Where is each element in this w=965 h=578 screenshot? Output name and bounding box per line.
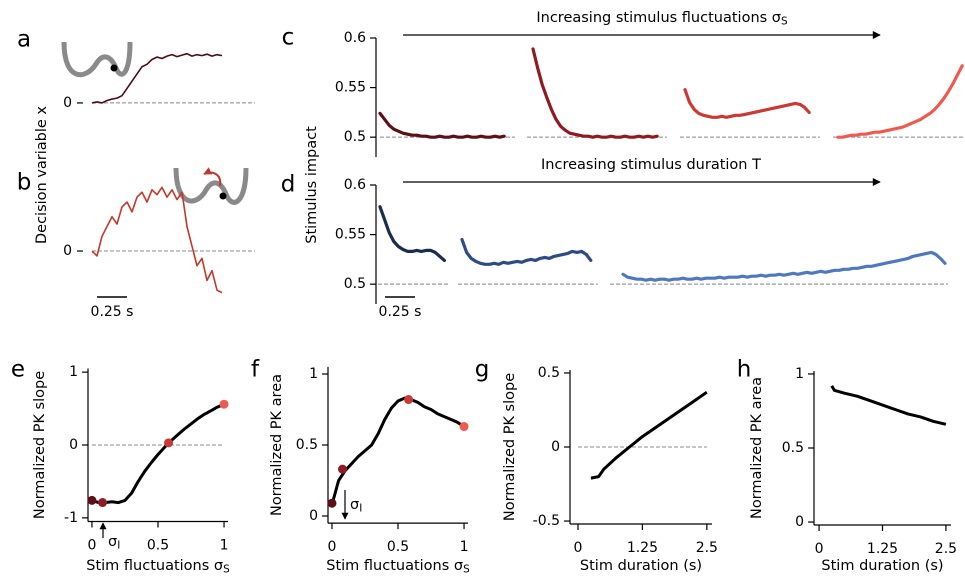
- x-tick-label: 0: [574, 540, 583, 556]
- curve: [590, 390, 708, 480]
- y-tick-label: 0.5: [782, 440, 804, 456]
- y-tick-label: -1: [64, 510, 78, 526]
- panel-letter: c: [282, 25, 295, 51]
- y-axis-label: Decision variable x: [34, 106, 50, 244]
- x-axis-label: Stim duration (s): [821, 558, 943, 574]
- condition-dot: [338, 464, 348, 474]
- panel-letter: g: [475, 357, 490, 383]
- y-tick-label: 0: [69, 437, 78, 453]
- annotation-text: σ: [350, 497, 359, 513]
- arrow-label-sub: S: [781, 16, 788, 28]
- y-tick-label: 0: [551, 439, 560, 455]
- x-axis-label-sub: S: [463, 564, 470, 576]
- x-tick-label: 0.5: [147, 538, 169, 554]
- annotation-sub: I: [359, 503, 362, 515]
- impact-curve: [683, 88, 811, 119]
- curve: [830, 385, 947, 426]
- y-axis-label-text: Normalized PK slope: [502, 373, 518, 521]
- x-axis-label-text: Stim duration (s): [821, 558, 943, 574]
- x-tick-label: 0: [328, 539, 337, 555]
- curve: [330, 396, 465, 505]
- y-axis-label: Normalized PK slope: [502, 373, 518, 521]
- x-axis-label: Stim fluctuations σS: [326, 558, 470, 576]
- y-tick-label: 0.6: [344, 30, 366, 46]
- y-tick-label: 1: [69, 364, 78, 380]
- arrow-label-text: Increasing stimulus duration T: [541, 157, 761, 173]
- y-tick-label: -0.5: [533, 513, 560, 529]
- y-axis-label: Normalized PK area: [749, 377, 765, 519]
- condition-dot: [459, 422, 469, 432]
- trace: [91, 186, 223, 294]
- annotation: σI: [108, 534, 120, 552]
- y-tick-label: 0.55: [335, 227, 366, 243]
- y-axis-label: Stimulus impact: [304, 126, 320, 244]
- y-axis-label-text: Decision variable x: [34, 106, 50, 244]
- condition-dot: [87, 495, 97, 505]
- condition-dot: [219, 399, 229, 409]
- scale-bar-label: 0.25 s: [379, 304, 422, 320]
- panel-letter: d: [281, 172, 296, 198]
- y-tick-label: 0: [63, 243, 72, 259]
- impact-curve: [378, 205, 446, 262]
- impact-curve: [460, 237, 593, 266]
- x-axis-label: Stim duration (s): [580, 558, 702, 574]
- y-axis-label: Normalized PK slope: [32, 371, 48, 519]
- arrow-label-text: Increasing stimulus fluctuations σ: [536, 10, 781, 26]
- panel-letter: b: [17, 170, 32, 196]
- impact-curve: [378, 111, 506, 139]
- y-axis-label-text: Normalized PK slope: [32, 371, 48, 519]
- y-tick-label: 0.55: [335, 80, 366, 96]
- trace: [91, 52, 223, 104]
- x-tick-label: 1: [460, 539, 469, 555]
- impact-curve: [836, 64, 964, 139]
- impact-curve: [531, 47, 659, 139]
- y-axis-label-text: Stimulus impact: [304, 126, 320, 244]
- panel-letter: e: [11, 357, 25, 383]
- arrow-label: Increasing stimulus fluctuations σS: [536, 10, 788, 28]
- x-tick-label: 2.5: [696, 540, 718, 556]
- y-tick-label: 0: [309, 508, 318, 524]
- arrow-label: Increasing stimulus duration T: [541, 157, 761, 173]
- panel-letter: a: [17, 27, 31, 53]
- condition-dot: [98, 498, 108, 508]
- impact-curve: [621, 250, 947, 282]
- well-icon-a: [61, 41, 133, 78]
- well-icon-b: [173, 167, 249, 205]
- x-tick-label: 0: [88, 538, 97, 554]
- y-tick-label: 1: [795, 366, 804, 382]
- y-tick-label: 0: [795, 514, 804, 530]
- x-tick-label: 1.25: [867, 541, 898, 557]
- annotation-sub: I: [117, 540, 120, 552]
- y-tick-label: 0.5: [296, 437, 318, 453]
- x-axis-label: Stim fluctuations σS: [86, 558, 230, 576]
- scale-bar-label: 0.25 s: [91, 304, 134, 320]
- annotation-text: σ: [108, 534, 117, 550]
- x-tick-label: 2.5: [935, 541, 957, 557]
- curve: [91, 402, 225, 505]
- y-tick-label: 0: [63, 95, 72, 111]
- condition-dot: [327, 498, 337, 508]
- panel-letter: h: [737, 357, 752, 383]
- y-axis-label-text: Normalized PK area: [269, 374, 285, 516]
- x-tick-label: 0: [815, 541, 824, 557]
- y-tick-label: 1: [309, 366, 318, 382]
- x-axis-label-text: Stim fluctuations σ: [326, 558, 463, 574]
- panel-letter: f: [251, 357, 260, 383]
- y-tick-label: 0.5: [538, 365, 560, 381]
- y-tick-label: 0.5: [344, 276, 366, 292]
- x-tick-label: 0.5: [387, 539, 409, 555]
- condition-dot: [404, 395, 414, 405]
- x-axis-label-sub: S: [223, 564, 230, 576]
- y-tick-label: 0.6: [344, 177, 366, 193]
- y-axis-label-text: Normalized PK area: [749, 377, 765, 519]
- annotation: σI: [350, 497, 362, 515]
- x-tick-label: 1: [220, 538, 229, 554]
- condition-dot: [164, 438, 174, 448]
- x-axis-label-text: Stim fluctuations σ: [86, 558, 223, 574]
- x-tick-label: 1.25: [627, 540, 658, 556]
- x-axis-label-text: Stim duration (s): [580, 558, 702, 574]
- y-axis-label: Normalized PK area: [269, 374, 285, 516]
- y-tick-label: 0.5: [344, 129, 366, 145]
